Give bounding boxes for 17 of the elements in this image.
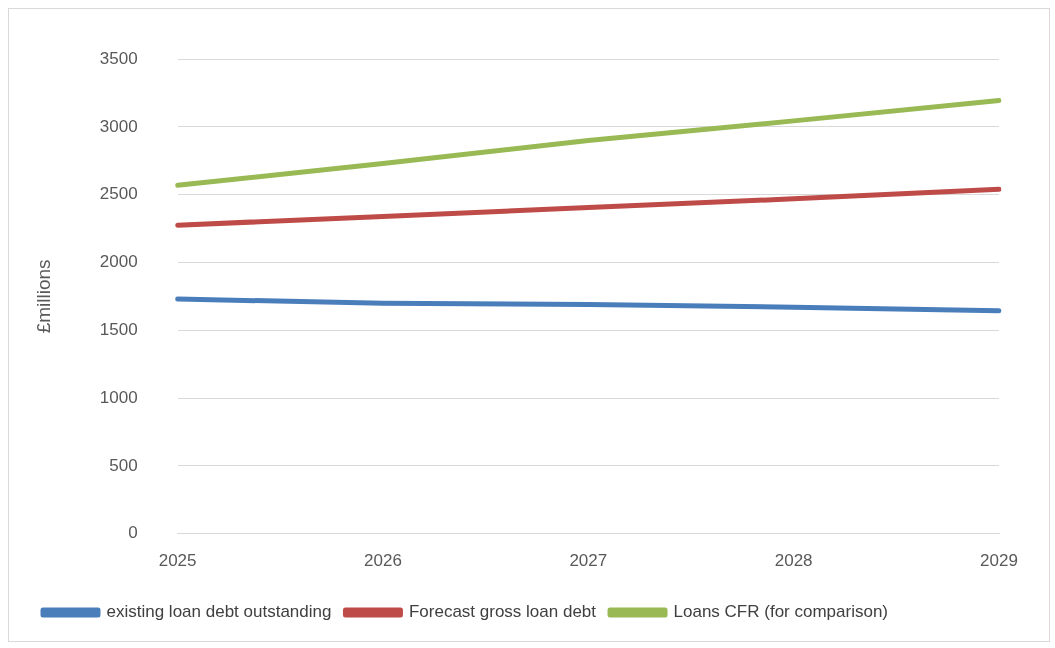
y-tick-label: 500 [109,455,138,475]
legend-label: Loans CFR (for comparison) [673,602,889,622]
y-tick-label: 3000 [99,116,138,136]
legend-label: Forecast gross loan debt [408,602,597,622]
y-tick-label: 1000 [99,387,138,407]
y-tick-label: 0 [128,523,138,543]
y-tick-label: 2500 [99,184,138,204]
x-tick-label: 2029 [980,551,1018,571]
y-tick-label: 3500 [99,48,138,68]
x-tick-label: 2025 [158,551,197,571]
x-tick-label: 2028 [774,551,813,571]
y-axis-title: £millions [32,259,54,334]
x-tick-label: 2027 [569,551,608,571]
y-tick-label: 1500 [99,319,138,339]
legend-label: existing loan debt outstanding [106,602,332,622]
x-tick-label: 2026 [364,551,402,571]
y-tick-label: 2000 [99,252,138,272]
